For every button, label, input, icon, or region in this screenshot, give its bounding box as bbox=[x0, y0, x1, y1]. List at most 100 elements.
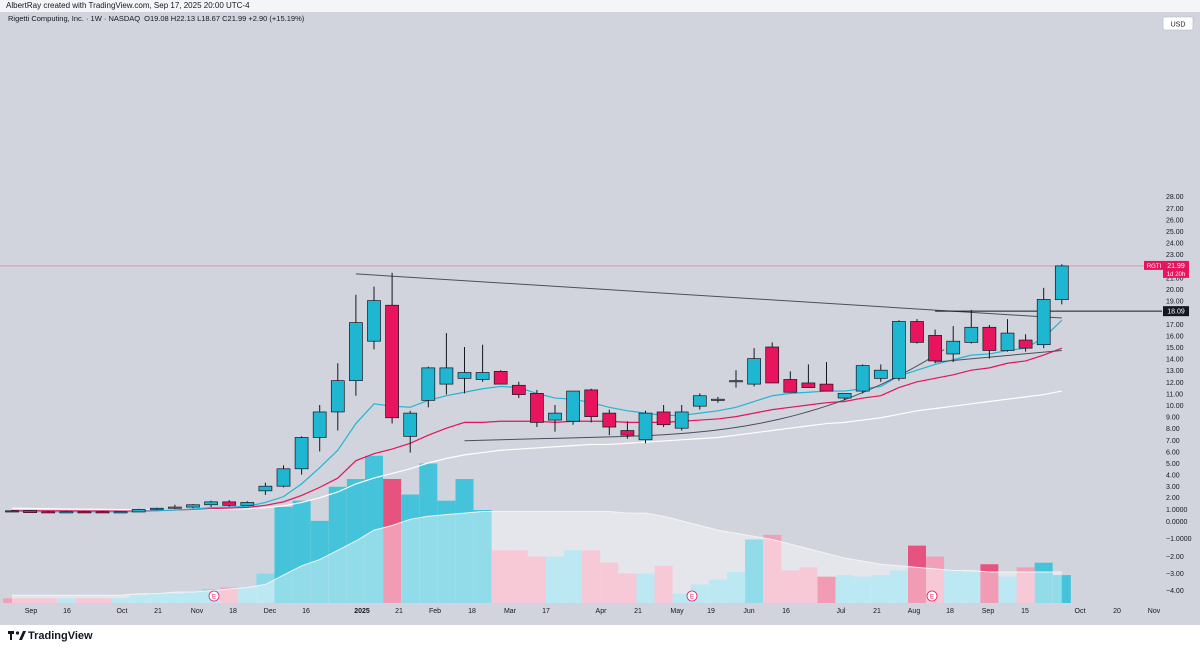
candle-body bbox=[964, 326, 979, 343]
tradingview-logo-icon bbox=[8, 631, 26, 640]
currency-button[interactable] bbox=[1162, 16, 1194, 31]
candles bbox=[5, 264, 1069, 514]
volume-bar bbox=[546, 556, 564, 603]
y-tick-label: 12.00 bbox=[1166, 380, 1184, 387]
candle-body bbox=[186, 504, 200, 508]
earnings-letter: E bbox=[690, 595, 694, 601]
x-tick-label: Jul bbox=[837, 608, 846, 615]
candle-body bbox=[548, 412, 562, 421]
candle-body bbox=[982, 326, 997, 351]
candle-body bbox=[928, 335, 942, 362]
earnings-letter: E bbox=[212, 595, 216, 601]
price-scale[interactable] bbox=[1162, 12, 1200, 625]
x-tick-label: Nov bbox=[191, 608, 204, 615]
candle-body bbox=[113, 511, 128, 514]
volume-bar bbox=[871, 575, 890, 603]
volume-bar bbox=[383, 479, 402, 603]
candle-body bbox=[204, 501, 218, 506]
volume-bar bbox=[238, 587, 257, 603]
x-tick-label: 17 bbox=[542, 608, 550, 615]
y-tick-label: 9.00 bbox=[1166, 415, 1180, 422]
earnings-marker-icon[interactable]: E bbox=[926, 590, 938, 602]
candle-body bbox=[276, 468, 291, 487]
volume-bar bbox=[419, 463, 438, 603]
y-tick-label: 13.00 bbox=[1166, 368, 1184, 375]
volume-bar bbox=[220, 587, 239, 603]
x-tick-label: Mar bbox=[504, 608, 517, 615]
volume-bar bbox=[310, 520, 329, 603]
candle-body bbox=[729, 380, 743, 383]
volume-bar bbox=[328, 486, 347, 603]
candle-body bbox=[403, 412, 418, 437]
candle-body bbox=[674, 411, 689, 429]
volume-bar bbox=[817, 576, 836, 603]
x-tick-label: Feb bbox=[429, 608, 441, 615]
volume-bar bbox=[799, 567, 818, 603]
volume-bar bbox=[1016, 567, 1035, 603]
y-tick-label: 0.0000 bbox=[1166, 519, 1188, 526]
candle-body bbox=[131, 509, 146, 513]
level-tag-value: 18.09 bbox=[1167, 309, 1185, 316]
y-tick-label: 3.00 bbox=[1166, 484, 1180, 491]
symbol-info: Rigetti Computing, Inc. · 1W · NASDAQ O19… bbox=[8, 14, 305, 23]
candle-body bbox=[23, 510, 37, 513]
y-tick-label: −4.00 bbox=[1166, 588, 1184, 595]
candle-body bbox=[349, 322, 363, 381]
earnings-letter: E bbox=[930, 595, 934, 601]
candle-body bbox=[602, 412, 617, 428]
candle-body bbox=[910, 321, 924, 343]
y-tick-label: 10.00 bbox=[1166, 403, 1184, 410]
volume-bar bbox=[600, 562, 619, 603]
x-tick-label: 21 bbox=[634, 608, 642, 615]
candle-body bbox=[819, 383, 834, 392]
y-tick-label: 23.00 bbox=[1166, 252, 1184, 259]
volume-bar bbox=[491, 550, 510, 603]
x-tick-label: 16 bbox=[63, 608, 71, 615]
y-tick-label: 8.00 bbox=[1166, 426, 1180, 433]
candle-body bbox=[656, 411, 671, 426]
y-tick-label: −1.0000 bbox=[1166, 536, 1192, 543]
y-tick-label: 25.00 bbox=[1166, 229, 1184, 236]
candle-body bbox=[312, 411, 327, 438]
candle-body bbox=[837, 393, 852, 399]
y-tick-label: 4.00 bbox=[1166, 473, 1180, 480]
earnings-marker-icon[interactable]: E bbox=[686, 590, 698, 602]
volume-bar bbox=[835, 575, 854, 603]
candle-body bbox=[692, 395, 707, 407]
price-tag-value: 21.99 bbox=[1167, 263, 1185, 270]
volume-bar bbox=[564, 550, 583, 603]
top-credit-bar: AlbertRay created with TradingView.com, … bbox=[0, 0, 1200, 12]
x-tick-label: Aug bbox=[908, 608, 921, 615]
volume-bar bbox=[1052, 575, 1071, 603]
y-tick-label: 11.00 bbox=[1166, 391, 1183, 398]
volume-bar bbox=[781, 570, 800, 603]
x-tick-label: 18 bbox=[229, 608, 237, 615]
y-tick-label: 6.00 bbox=[1166, 449, 1180, 456]
y-tick-label: 24.00 bbox=[1166, 241, 1184, 248]
candle-body bbox=[765, 346, 780, 384]
volume-bar bbox=[292, 500, 311, 603]
x-tick-label: Jun bbox=[743, 608, 754, 615]
y-tick-label: 16.00 bbox=[1166, 333, 1184, 340]
candle-body bbox=[620, 430, 635, 436]
y-tick-label: 2.00 bbox=[1166, 495, 1180, 502]
y-tick-label: 21.00 bbox=[1166, 275, 1184, 282]
candle-body bbox=[475, 372, 490, 380]
candle-body bbox=[493, 371, 508, 385]
footer-brand: TradingView bbox=[28, 630, 93, 642]
volume-bar bbox=[401, 494, 420, 603]
earnings-marker-icon[interactable]: E bbox=[208, 590, 220, 602]
x-tick-label: Apr bbox=[596, 608, 608, 615]
x-tick-label: 21 bbox=[873, 608, 881, 615]
volume-bar bbox=[256, 573, 275, 603]
candle-body bbox=[855, 365, 870, 392]
volume-bar bbox=[129, 595, 148, 603]
x-tick-label: 19 bbox=[707, 608, 715, 615]
volume-bar bbox=[21, 598, 40, 603]
volume-bar bbox=[618, 573, 637, 603]
volume-bar bbox=[509, 550, 528, 603]
volume-bar bbox=[980, 564, 999, 603]
candle-body bbox=[1000, 332, 1015, 351]
volume-bar bbox=[365, 455, 383, 603]
